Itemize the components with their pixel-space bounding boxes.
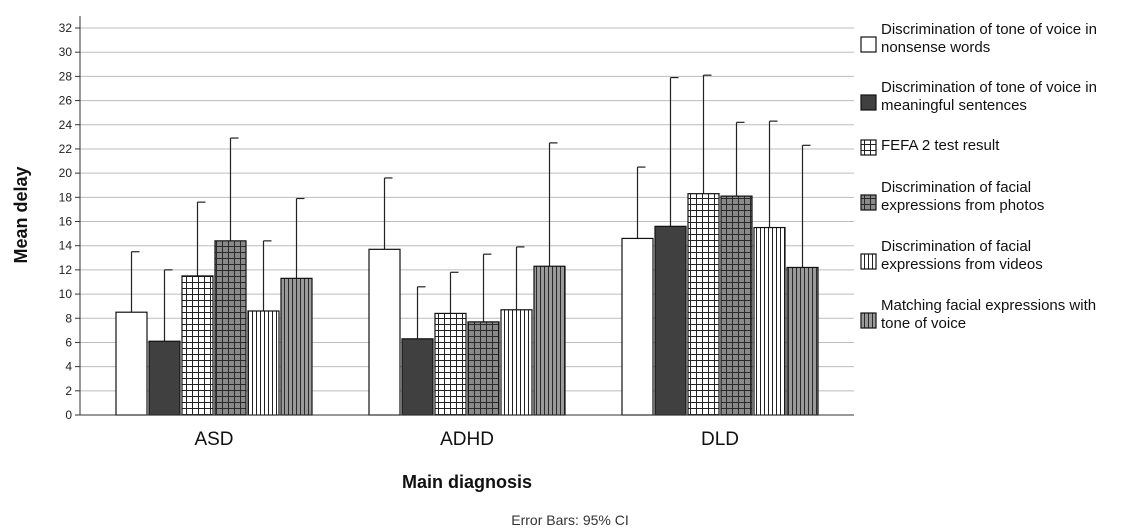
- bar: [654, 225, 687, 416]
- bar: [687, 193, 720, 416]
- legend-item: FEFA 2 test result: [860, 137, 1000, 156]
- legend-item: Discrimination of tone of voice in nonsen…: [860, 21, 1097, 56]
- y-tick-label: 32: [59, 21, 73, 35]
- y-tick-label: 30: [59, 45, 73, 59]
- bar: [148, 340, 181, 416]
- y-tick-label: 14: [59, 239, 73, 253]
- bars: [115, 74, 819, 416]
- y-tick-label: 10: [59, 287, 73, 301]
- legend-item: Discrimination of facial expressions from…: [860, 238, 1043, 273]
- bar: [181, 275, 214, 416]
- y-tick-label: 28: [59, 69, 73, 83]
- bar: [500, 309, 533, 416]
- bar: [214, 240, 247, 416]
- legend-swatch: [860, 36, 877, 53]
- y-tick-label: 12: [59, 263, 73, 277]
- bar: [467, 321, 500, 416]
- y-tick-label: 18: [59, 190, 73, 204]
- bar: [533, 265, 566, 416]
- bar: [280, 277, 313, 416]
- y-tick-label: 26: [59, 94, 73, 108]
- bar: [247, 310, 280, 416]
- legend-label: Discrimination of tone of voice in nonsen…: [881, 21, 1097, 56]
- legend-swatch: [860, 139, 877, 156]
- y-tick-label: 2: [65, 384, 72, 398]
- legend: Discrimination of tone of voice in nonsen…: [860, 21, 1097, 332]
- bar: [115, 311, 148, 416]
- bar: [621, 237, 654, 416]
- legend-item: Matching facial expressions with tone of …: [860, 297, 1096, 332]
- y-tick-label: 16: [59, 215, 73, 229]
- bar: [368, 248, 401, 416]
- y-tick-label: 0: [65, 408, 72, 422]
- legend-label: Matching facial expressions with tone of …: [881, 297, 1096, 332]
- legend-item: Discrimination of facial expressions from…: [860, 179, 1044, 214]
- legend-swatch: [860, 253, 877, 270]
- y-tick-label: 22: [59, 142, 73, 156]
- legend-swatch: [860, 312, 877, 329]
- legend-swatch: [860, 94, 877, 111]
- error-bars-note: Error Bars: 95% CI: [511, 512, 628, 528]
- legend-swatch: [860, 194, 877, 211]
- y-tick-label: 24: [59, 118, 73, 132]
- bar: [434, 312, 467, 416]
- x-category-label: DLD: [701, 429, 739, 450]
- x-categories: ASD ADHD DLD: [194, 429, 739, 450]
- x-category-label: ADHD: [440, 429, 494, 450]
- x-axis-title: Main diagnosis: [402, 472, 532, 492]
- x-category-label: ASD: [194, 429, 233, 450]
- legend-label: Discrimination of facial expressions from…: [881, 179, 1044, 214]
- axes: [79, 16, 854, 416]
- y-tick-label: 8: [65, 311, 72, 325]
- y-tick-label: 4: [65, 360, 72, 374]
- y-axis-title: Mean delay: [11, 166, 31, 263]
- y-tick-label: 6: [65, 335, 72, 349]
- legend-label: Discrimination of facial expressions from…: [881, 238, 1043, 273]
- legend-label: FEFA 2 test result: [881, 137, 1000, 154]
- bar: [401, 338, 434, 416]
- bar: [753, 226, 786, 416]
- legend-item: Discrimination of tone of voice in meanin…: [860, 79, 1097, 114]
- y-tick-label: 20: [59, 166, 73, 180]
- gridlines: [80, 27, 854, 392]
- bar: [786, 266, 819, 416]
- bar: [720, 195, 753, 416]
- legend-label: Discrimination of tone of voice in meanin…: [881, 79, 1097, 114]
